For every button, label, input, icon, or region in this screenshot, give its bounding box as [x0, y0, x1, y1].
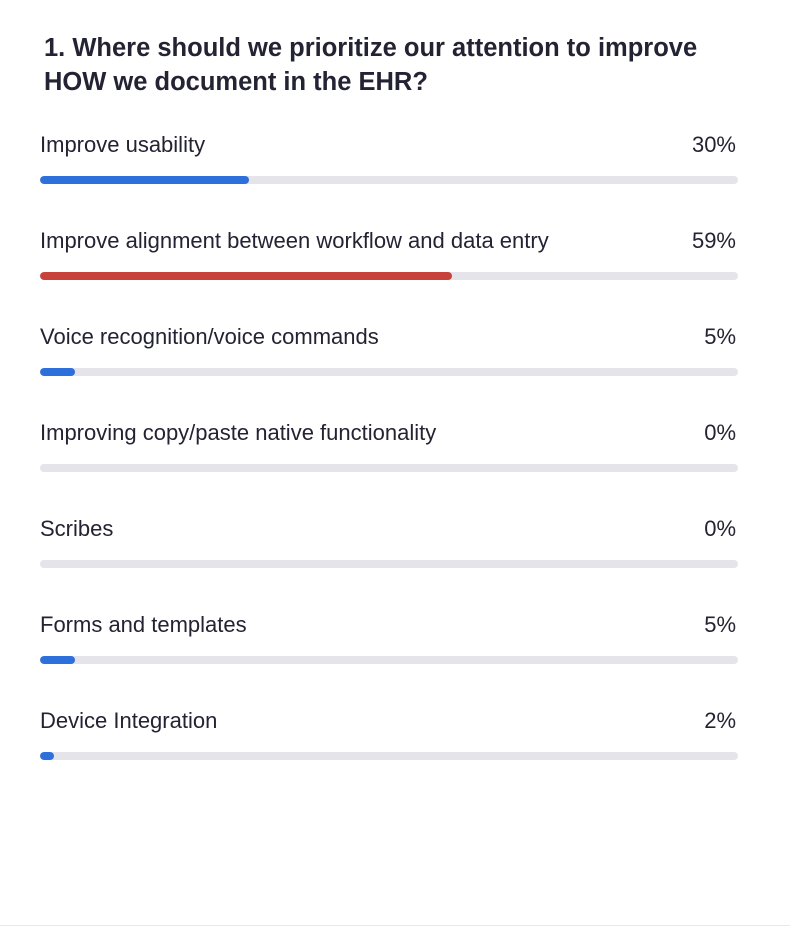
progress-fill — [40, 368, 75, 376]
progress-fill — [40, 656, 75, 664]
progress-track — [40, 176, 738, 184]
progress-track — [40, 368, 738, 376]
poll-option: Device Integration 2% — [40, 704, 738, 800]
option-label: Improve alignment between workflow and d… — [40, 228, 549, 253]
progress-track — [40, 752, 738, 760]
poll-options-list: Improve usability 30% Improve alignment … — [40, 128, 738, 800]
poll-option: Improving copy/paste native functionalit… — [40, 416, 738, 512]
poll-question: 1. Where should we prioritize our attent… — [44, 34, 698, 96]
option-label: Forms and templates — [40, 612, 247, 637]
option-percent: 2% — [704, 708, 736, 733]
progress-track — [40, 272, 738, 280]
progress-fill — [40, 272, 452, 280]
poll-option: Forms and templates 5% — [40, 608, 738, 704]
option-label: Improving copy/paste native functionalit… — [40, 420, 437, 445]
progress-track — [40, 656, 738, 664]
option-percent: 0% — [704, 516, 736, 541]
option-percent: 59% — [691, 228, 736, 253]
poll-option: Improve alignment between workflow and d… — [40, 224, 738, 320]
progress-track — [40, 464, 738, 472]
poll-option: Voice recognition/voice commands 5% — [40, 320, 738, 416]
option-label: Device Integration — [40, 708, 218, 733]
poll-option: Scribes 0% — [40, 512, 738, 608]
option-label: Improve usability — [40, 132, 206, 157]
option-percent: 30% — [691, 132, 736, 157]
option-percent: 0% — [704, 420, 736, 445]
option-label: Scribes — [40, 516, 114, 541]
option-percent: 5% — [704, 324, 736, 349]
bottom-divider — [0, 925, 790, 926]
progress-track — [40, 560, 738, 568]
progress-fill — [40, 752, 54, 760]
option-label: Voice recognition/voice commands — [40, 324, 379, 349]
progress-fill — [40, 176, 250, 184]
option-percent: 5% — [704, 612, 736, 637]
poll-option: Improve usability 30% — [40, 128, 738, 224]
